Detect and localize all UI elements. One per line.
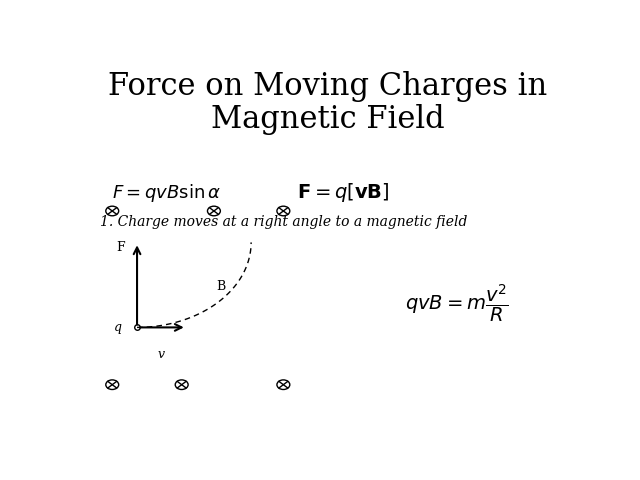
Text: $qvB = m\dfrac{v^2}{R}$: $qvB = m\dfrac{v^2}{R}$ [405, 282, 509, 324]
Text: v: v [157, 348, 164, 361]
Text: Magnetic Field: Magnetic Field [211, 104, 445, 135]
Text: Force on Moving Charges in: Force on Moving Charges in [108, 71, 548, 102]
Text: F: F [116, 241, 125, 254]
Text: q: q [114, 321, 122, 334]
Text: 1. Charge moves at a right angle to a magnetic field: 1. Charge moves at a right angle to a ma… [100, 215, 467, 229]
Text: $\mathbf{F} = q[\mathbf{vB}]$: $\mathbf{F} = q[\mathbf{vB}]$ [296, 181, 389, 204]
Text: $F = qvB\sin\alpha$: $F = qvB\sin\alpha$ [112, 181, 221, 204]
Text: B: B [217, 280, 226, 293]
